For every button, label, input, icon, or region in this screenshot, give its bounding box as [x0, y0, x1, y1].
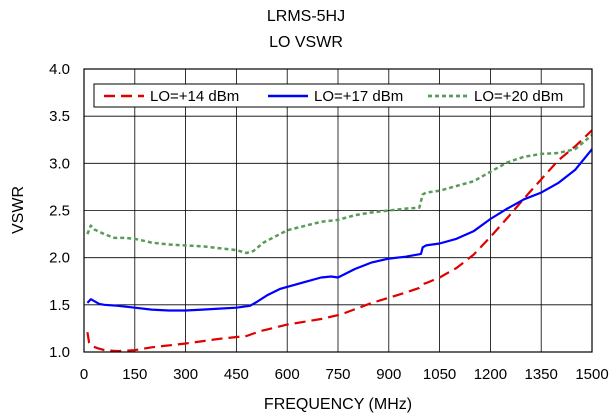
series-line-2 [86, 148, 593, 312]
legend-label-2: LO=+17 dBm [314, 88, 403, 105]
x-tick-label: 900 [376, 366, 401, 383]
plot-frame [83, 68, 593, 353]
series-line-1 [86, 129, 593, 353]
y-tick-label: 1.0 [49, 344, 70, 361]
x-tick-label: 1050 [423, 366, 456, 383]
legend-label-3: LO=+20 dBm [474, 88, 563, 105]
legend-box [93, 83, 585, 108]
tick-labels: 0 150 300 450 600 750 900 1050 1200 1350 1500 1.0 1.… [49, 61, 609, 383]
x-tick-label: 450 [224, 366, 249, 383]
x-tick-label: 600 [275, 366, 300, 383]
y-tick-label: 3.0 [49, 155, 70, 172]
y-tick-label: 3.5 [49, 108, 70, 125]
x-tick-label: 1350 [525, 366, 558, 383]
y-tick-label: 2.0 [49, 250, 70, 267]
legend: LO=+14 dBm LO=+17 dBm LO=+20 dBm [93, 83, 585, 108]
series-lines [86, 129, 593, 353]
x-tick-label: 0 [80, 366, 88, 383]
y-tick-label: 1.5 [49, 297, 70, 314]
x-tick-label: 750 [325, 366, 350, 383]
chart-subtitle: LO VSWR [269, 34, 343, 51]
x-tick-label: 1500 [575, 366, 608, 383]
y-tick-label: 2.5 [49, 203, 70, 220]
legend-label-1: LO=+14 dBm [150, 88, 239, 105]
x-axis-title: FREQUENCY (MHz) [264, 396, 412, 413]
x-tick-label: 150 [122, 366, 147, 383]
y-axis-title: VSWR [10, 186, 27, 234]
series-line-3 [86, 134, 593, 255]
x-tick-label: 300 [173, 366, 198, 383]
x-tick-label: 1200 [474, 366, 507, 383]
y-tick-label: 4.0 [49, 61, 70, 78]
chart-title: LRMS-5HJ [267, 8, 345, 25]
